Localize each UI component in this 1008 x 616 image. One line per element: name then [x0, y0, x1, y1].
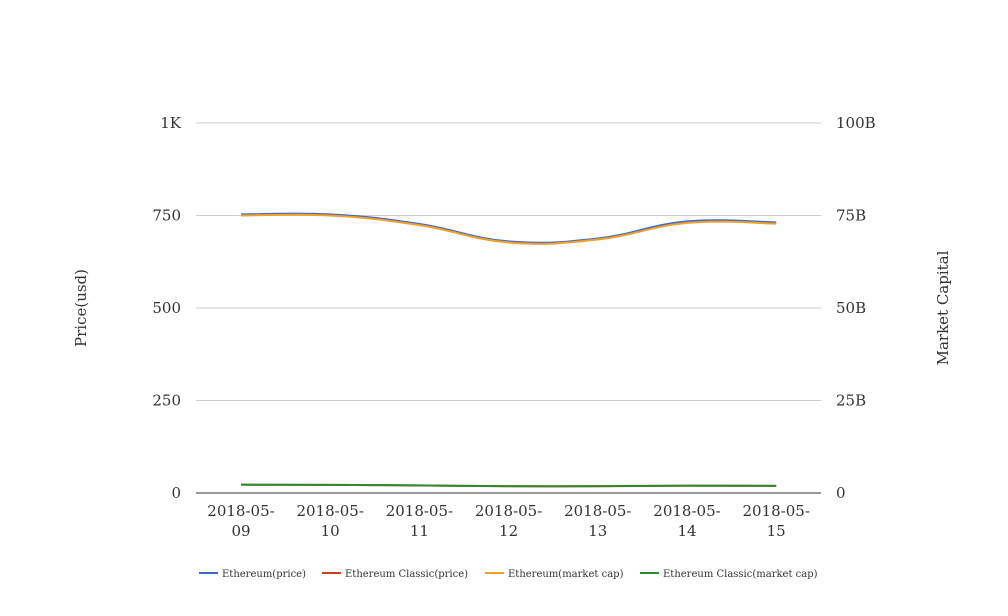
legend-label: Ethereum Classic(market cap)	[663, 569, 818, 580]
y-tick-right: 25B	[836, 392, 866, 410]
x-tick-label-line: 2018-05-	[564, 502, 631, 520]
x-tick-label: 2018-05- 09	[207, 502, 274, 540]
y-axis-left-title: Price(usd)	[72, 269, 90, 347]
x-tick-label: 2018-05- 12	[475, 502, 542, 540]
x-tick-label-line: 09	[231, 522, 250, 540]
y-tick-right: 0	[836, 484, 846, 502]
legend-label: Ethereum Classic(price)	[345, 569, 468, 580]
x-tick-label-line: 2018-05-	[653, 502, 720, 520]
x-tick-label-line: 15	[767, 522, 786, 540]
x-tick-label-line: 13	[588, 522, 607, 540]
x-axis: 2018-05- 09 2018-05- 10 2018-05- 11 2018-05- 12…	[207, 502, 810, 540]
series-line-ethereum-price	[240, 212, 777, 244]
y-axis-right-title: Market Capital	[934, 250, 952, 365]
x-tick-label: 2018-05- 15	[742, 502, 809, 540]
x-tick-label-line: 2018-05-	[296, 502, 363, 520]
y-tick-right: 50B	[836, 299, 866, 317]
y-tick-left: 250	[152, 392, 181, 410]
y-tick-left: 1K	[160, 114, 182, 132]
x-tick-label: 2018-05- 11	[386, 502, 453, 540]
series-line-ethereum-market-cap	[240, 213, 777, 245]
y-tick-right: 100B	[836, 114, 876, 132]
x-tick-label-line: 2018-05-	[475, 502, 542, 520]
gridlines	[196, 122, 821, 494]
y-tick-left: 750	[152, 207, 181, 225]
x-tick-label: 2018-05- 10	[296, 502, 363, 540]
x-tick-label: 2018-05- 13	[564, 502, 631, 540]
legend-label: Ethereum(price)	[222, 569, 306, 580]
x-tick-label-line: 2018-05-	[207, 502, 274, 520]
y-axis-left: 0 250 500 750 1K	[152, 114, 181, 502]
x-tick-label-line: 10	[321, 522, 340, 540]
y-tick-right: 75B	[836, 207, 866, 225]
legend-label: Ethereum(market cap)	[508, 569, 624, 580]
x-tick-label-line: 12	[499, 522, 518, 540]
y-tick-left: 0	[171, 484, 181, 502]
series-lines	[240, 212, 777, 488]
series-line-ethereum-classic-market-cap	[240, 483, 777, 488]
x-tick-label-line: 2018-05-	[386, 502, 453, 520]
legend: Ethereum(price) Ethereum Classic(price) Et…	[199, 569, 818, 580]
y-axis-right: 0 25B 50B 75B 100B	[836, 114, 876, 502]
y-tick-left: 500	[152, 299, 181, 317]
x-tick-label-line: 2018-05-	[742, 502, 809, 520]
x-tick-label-line: 11	[410, 522, 429, 540]
x-tick-label: 2018-05- 14	[653, 502, 720, 540]
x-tick-label-line: 14	[677, 522, 696, 540]
